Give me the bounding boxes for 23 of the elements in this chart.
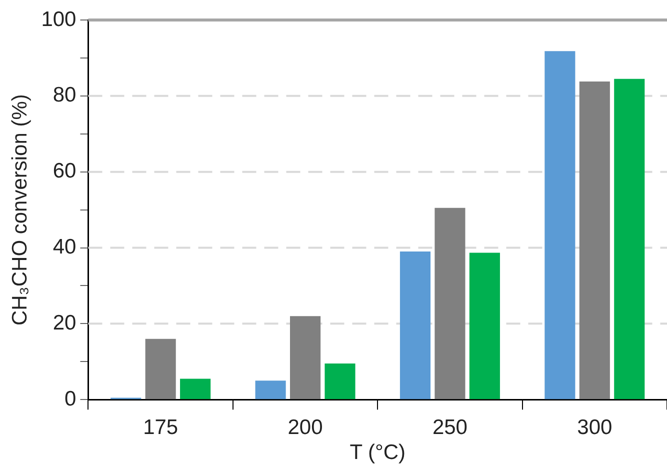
y-tick-label: 60 — [52, 160, 76, 183]
bar — [544, 51, 576, 400]
y-tick-label: 40 — [52, 236, 76, 259]
y-tick-label: 80 — [52, 84, 76, 107]
bar — [614, 78, 645, 400]
bar — [324, 364, 356, 400]
x-tick-label: 300 — [577, 416, 612, 439]
bar — [434, 208, 466, 400]
x-tick-label: 200 — [288, 416, 323, 439]
bar — [290, 316, 321, 400]
y-tick-label: 20 — [52, 311, 76, 334]
x-tick-label: 175 — [143, 416, 178, 439]
x-axis-title: T (°C) — [350, 441, 406, 464]
y-tick-label: 0 — [64, 387, 76, 410]
bar — [400, 252, 431, 400]
y-axis-title: CH₃CHO conversion (%) — [8, 94, 32, 326]
bar — [469, 252, 500, 400]
y-tick-label: 100 — [41, 8, 76, 31]
bar — [180, 378, 211, 400]
bar — [255, 380, 286, 400]
x-tick-label: 250 — [432, 416, 468, 439]
bar — [145, 338, 176, 400]
bar — [579, 81, 610, 400]
